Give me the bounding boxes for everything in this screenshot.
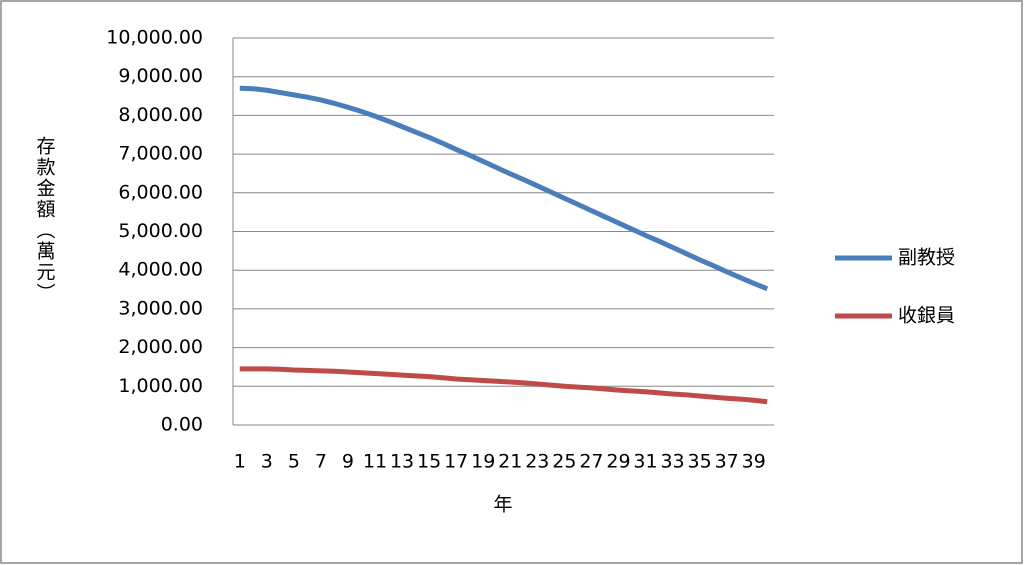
x-tick-label: 29 [606, 451, 630, 473]
y-tick-label: 1,000.00 [118, 375, 203, 397]
x-tick-label: 5 [288, 451, 300, 473]
legend-label: 收銀員 [898, 305, 955, 327]
x-tick-label: 39 [742, 451, 766, 473]
y-tick-label: 2,000.00 [118, 336, 203, 358]
x-tick-label: 11 [363, 451, 387, 473]
legend-label: 副教授 [898, 247, 955, 269]
x-tick-label: 7 [315, 451, 327, 473]
x-tick-label: 9 [342, 451, 354, 473]
x-tick-label: 1 [234, 451, 246, 473]
line-series [239, 366, 768, 405]
x-tick-label: 3 [261, 451, 273, 473]
x-tick-label: 25 [552, 451, 576, 473]
y-tick-label: 8,000.00 [118, 104, 203, 126]
x-tick-label: 21 [498, 451, 522, 473]
x-tick-label: 33 [660, 451, 684, 473]
y-tick-label: 9,000.00 [118, 65, 203, 87]
x-tick-label: 13 [390, 451, 414, 473]
y-tick-label: 5,000.00 [118, 220, 203, 242]
x-tick-label: 17 [444, 451, 468, 473]
y-tick-label: 10,000.00 [106, 27, 203, 49]
y-tick-label: 3,000.00 [118, 297, 203, 319]
x-tick-label: 15 [417, 451, 441, 473]
y-tick-label: 7,000.00 [118, 143, 203, 165]
x-axis-title: 年 [493, 494, 512, 516]
x-tick-label: 23 [525, 451, 549, 473]
x-tick-label: 31 [633, 451, 657, 473]
line-series [239, 85, 769, 292]
y-axis-title: 存款金額（萬元） [34, 136, 56, 304]
y-tick-label: 0.00 [161, 414, 203, 436]
x-tick-label: 27 [579, 451, 603, 473]
y-tick-label: 4,000.00 [118, 259, 203, 281]
x-tick-label: 19 [471, 451, 495, 473]
x-tick-label: 35 [688, 451, 712, 473]
x-tick-label: 37 [715, 451, 739, 473]
y-tick-label: 6,000.00 [118, 181, 203, 203]
